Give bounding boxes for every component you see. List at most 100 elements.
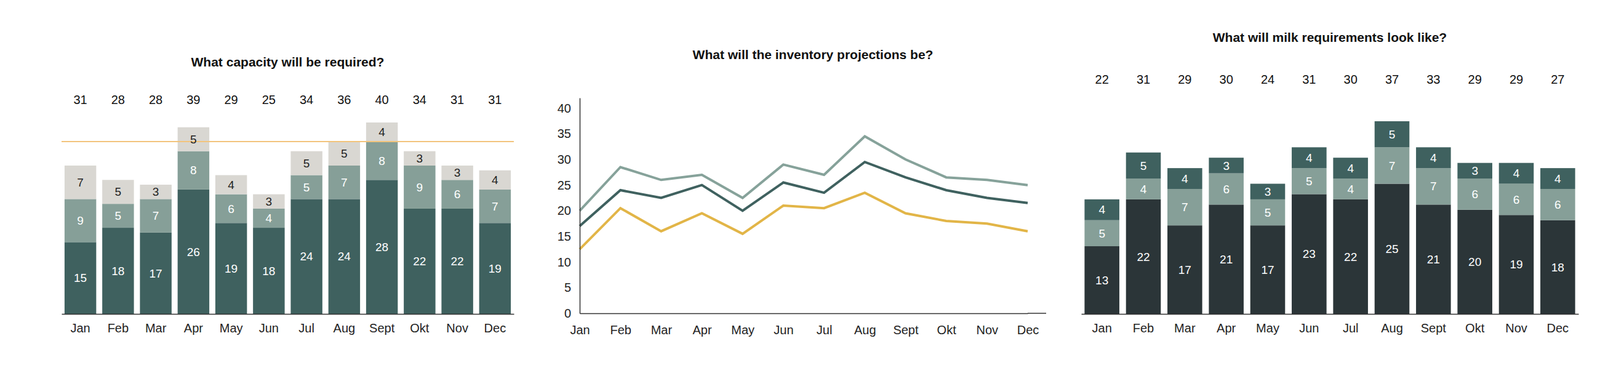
tick-label: May — [219, 321, 244, 335]
y-axis: 0510152025303540 — [557, 98, 581, 320]
data-label: 8 — [190, 163, 197, 177]
bar-segment — [139, 232, 172, 314]
axis-line — [579, 98, 581, 314]
bar-segment — [1540, 220, 1576, 314]
tick-label: 20 — [557, 203, 572, 218]
data-label: 4 — [1140, 182, 1148, 196]
data-label: 5 — [1264, 206, 1272, 220]
axis-line — [1027, 312, 1047, 314]
data-label: 4 — [1554, 172, 1562, 186]
tick: Apr — [692, 313, 712, 337]
data-label: 5 — [1098, 227, 1106, 240]
tick-label: 40 — [557, 101, 572, 116]
bar-segment — [1167, 225, 1203, 314]
tick-label: Dec — [1017, 323, 1040, 337]
tick-label: Aug — [854, 323, 877, 337]
bar-segment — [441, 208, 473, 314]
bar-segment — [1499, 214, 1535, 314]
tick: Aug — [854, 313, 877, 337]
tick: Aug — [1380, 313, 1404, 335]
data-label: 3 — [1264, 185, 1272, 199]
total-label: 29 — [1177, 72, 1192, 87]
data-label: 3 — [1471, 164, 1479, 178]
tick-label: May — [1256, 321, 1280, 335]
data-labels: 1597311855281773282685391964291843252455… — [73, 92, 503, 285]
canvas: What capacity will be required?159731185… — [0, 0, 1600, 373]
tick-label: Sept — [1420, 321, 1447, 335]
tick-label: Apr — [692, 323, 712, 337]
bar-segment — [102, 179, 134, 204]
bar-segment — [366, 122, 398, 142]
x-axis: JanFebMarAprMayJunJulAugSeptOktNovDec — [1081, 313, 1580, 335]
tick-label: Feb — [1132, 321, 1154, 335]
data-label: 18 — [262, 264, 276, 278]
data-label: 19 — [488, 262, 502, 276]
data-label: 28 — [375, 240, 389, 254]
data-label: 5 — [303, 180, 311, 194]
data-label: 22 — [1344, 250, 1357, 264]
line — [579, 192, 1028, 250]
tick-label: Jun — [773, 323, 794, 337]
data-label: 6 — [454, 187, 461, 201]
tick-label: Aug — [1380, 321, 1404, 335]
data-label: 22 — [1136, 250, 1150, 264]
data-label: 20 — [1468, 255, 1482, 269]
tick-label: Feb — [609, 323, 631, 337]
axis-line — [580, 313, 1029, 315]
bar-segment — [328, 198, 360, 314]
total-label: 39 — [186, 92, 200, 107]
x-axis: JanFebMarAprMayJunJulAugSeptOktNovDec — [62, 313, 515, 335]
tick-label: Jan — [70, 321, 91, 335]
total-label: 31 — [450, 92, 464, 107]
tick: Sept — [369, 313, 396, 335]
data-label: 4 — [1347, 182, 1354, 196]
tick-label: 0 — [564, 306, 572, 320]
data-label: 6 — [1513, 193, 1520, 207]
bar-segment — [1126, 152, 1162, 179]
bar-segment — [290, 175, 322, 200]
tick-label: Apr — [1216, 321, 1236, 335]
tick-label: 25 — [557, 178, 572, 192]
tick-label: Jul — [816, 323, 833, 337]
tick: Sept — [1420, 313, 1447, 335]
tick-label: Jun — [259, 321, 279, 335]
tick: Dec — [484, 313, 507, 335]
bar-segment — [1416, 168, 1452, 205]
tick: Dec — [1547, 313, 1570, 335]
tick: Jul — [1342, 313, 1359, 335]
bar-segment — [1374, 147, 1410, 184]
bar-segment — [1374, 184, 1410, 314]
tick: May — [1256, 313, 1280, 335]
bar-segment — [479, 170, 511, 190]
tick: Nov — [976, 313, 999, 337]
bar-segment — [1499, 184, 1535, 216]
tick-label: 5 — [564, 280, 572, 295]
bar-segment — [328, 165, 360, 199]
data-label: 21 — [1219, 252, 1233, 266]
tick-label: Feb — [107, 321, 129, 335]
bar-segment — [177, 189, 210, 314]
bar-segment — [1250, 199, 1286, 226]
data-label: 6 — [1222, 182, 1230, 196]
tick: Dec — [1017, 313, 1040, 337]
tick-label: Jul — [1342, 321, 1359, 335]
tick: 10 — [557, 255, 580, 269]
bar-segment — [1167, 188, 1203, 226]
total-label: 31 — [1136, 72, 1151, 87]
bar-segment — [479, 222, 511, 314]
bar-segment — [139, 198, 172, 232]
bar-segment — [1126, 178, 1162, 200]
tick: 20 — [557, 203, 580, 218]
bar-segment — [479, 189, 511, 223]
data-label: 26 — [187, 245, 200, 259]
data-label: 4 — [265, 211, 273, 225]
chart: What will the inventory projections be?0… — [557, 47, 1047, 337]
bar-segment — [1291, 193, 1327, 314]
bar-segment — [403, 165, 436, 209]
bar-segment — [1208, 173, 1244, 205]
bar-segment — [64, 241, 96, 314]
tick: Okt — [937, 313, 957, 337]
tick: Jul — [816, 313, 833, 337]
data-label: 5 — [190, 132, 197, 146]
bar-segment — [1291, 147, 1327, 168]
